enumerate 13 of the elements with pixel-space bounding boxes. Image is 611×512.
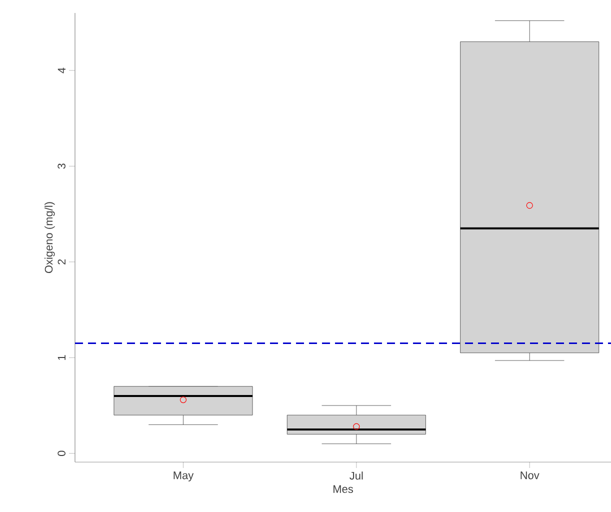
x-tick-label: May <box>174 472 194 482</box>
y-tick-label: 4 <box>58 68 66 74</box>
y-tick-label: 0 <box>58 450 66 456</box>
point <box>180 396 187 404</box>
y-tick-label: 3 <box>58 164 66 169</box>
y-tick-label: 1 <box>58 355 66 360</box>
y-tick-label: 2 <box>58 259 66 264</box>
y-axis-title: Oxigeno (mg/l) <box>44 202 55 274</box>
point <box>526 202 533 209</box>
x-axis-title: Mes <box>334 485 353 493</box>
x-tick-label: Nov <box>520 472 540 480</box>
point <box>353 423 360 430</box>
x-tick-label: Jul <box>350 472 363 480</box>
